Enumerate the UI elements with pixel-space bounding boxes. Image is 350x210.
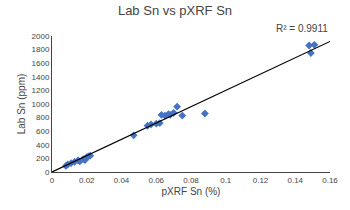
- svg-text:2000: 2000: [32, 32, 50, 41]
- svg-text:0: 0: [50, 176, 55, 185]
- svg-text:1800: 1800: [32, 45, 50, 54]
- svg-text:R² = 0.9911: R² = 0.9911: [276, 23, 328, 34]
- svg-text:Lab Sn (ppm): Lab Sn (ppm): [16, 74, 27, 135]
- svg-text:0.08: 0.08: [183, 176, 199, 185]
- svg-text:0.02: 0.02: [79, 176, 95, 185]
- svg-text:800: 800: [36, 113, 50, 122]
- svg-text:1000: 1000: [32, 100, 50, 109]
- svg-text:400: 400: [36, 141, 50, 150]
- svg-text:0.04: 0.04: [114, 176, 130, 185]
- svg-text:0.1: 0.1: [220, 176, 232, 185]
- svg-text:1600: 1600: [32, 59, 50, 68]
- svg-text:1200: 1200: [32, 86, 50, 95]
- svg-text:Lab Sn vs pXRF Sn: Lab Sn vs pXRF Sn: [118, 3, 232, 18]
- svg-text:1400: 1400: [32, 73, 50, 82]
- svg-text:0.14: 0.14: [287, 176, 303, 185]
- svg-text:pXRF Sn (%): pXRF Sn (%): [162, 186, 221, 197]
- svg-text:0.12: 0.12: [253, 176, 269, 185]
- svg-text:600: 600: [36, 127, 50, 136]
- svg-text:0.16: 0.16: [322, 176, 338, 185]
- svg-text:0: 0: [45, 168, 50, 177]
- svg-text:200: 200: [36, 154, 50, 163]
- svg-text:0.06: 0.06: [148, 176, 164, 185]
